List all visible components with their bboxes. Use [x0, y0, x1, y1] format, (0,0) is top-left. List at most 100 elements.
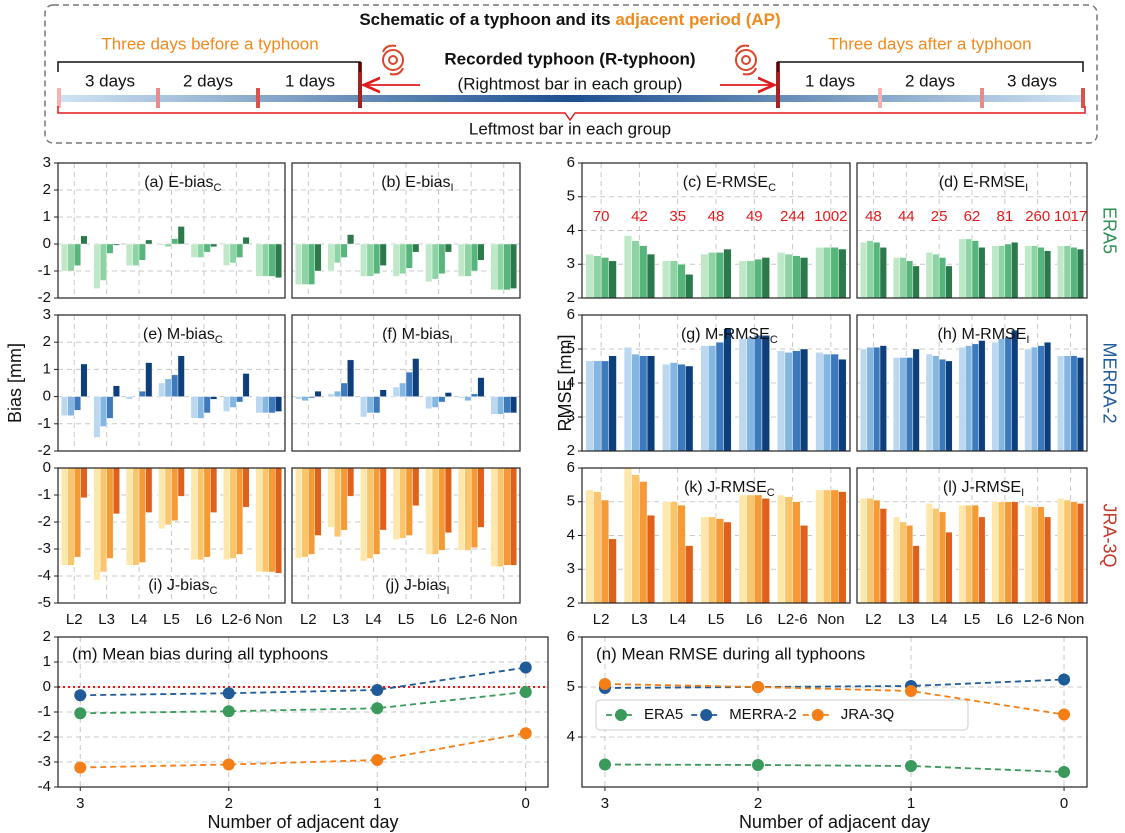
- y-tick-label: 5: [567, 493, 575, 510]
- bar: [327, 467, 335, 528]
- bar: [405, 371, 413, 397]
- bar: [444, 392, 452, 397]
- panel-title-sub: C: [215, 334, 223, 346]
- bar: [444, 243, 452, 253]
- panel-title-sub: C: [214, 182, 222, 194]
- bar: [823, 247, 832, 299]
- count-label: 244: [780, 208, 805, 225]
- bar: [425, 396, 433, 410]
- bar: [623, 347, 632, 452]
- bar: [792, 350, 801, 452]
- bar: [334, 467, 342, 538]
- panel-title-sub: C: [770, 334, 778, 346]
- y-tick-label: 3: [567, 560, 575, 577]
- bar: [164, 378, 172, 397]
- bar: [978, 516, 986, 604]
- bar: [67, 243, 75, 272]
- bar: [746, 494, 755, 604]
- bar: [223, 467, 231, 561]
- leftmost-label: Leftmost bar in each group: [469, 119, 671, 138]
- bar: [177, 467, 185, 497]
- bar: [815, 489, 824, 604]
- bar: [639, 245, 648, 299]
- point: [74, 761, 87, 774]
- x-tick-label: L2-6: [778, 611, 808, 628]
- bar: [965, 345, 973, 452]
- bar: [899, 521, 907, 604]
- timeline: [58, 95, 1085, 102]
- bar: [457, 243, 465, 277]
- day-label: 2 days: [905, 71, 955, 90]
- bar: [906, 525, 914, 604]
- x-tick-label: L2: [300, 611, 317, 628]
- bar: [879, 508, 887, 604]
- bar: [61, 396, 68, 416]
- line: [604, 763, 1065, 773]
- bar: [373, 396, 381, 414]
- panel-title-main: (j) J-bias: [385, 577, 446, 594]
- bar: [177, 226, 185, 245]
- bar: [366, 243, 374, 277]
- bar: [106, 243, 114, 254]
- bar: [669, 362, 678, 452]
- panel-title: (d) E-RMSEI: [939, 174, 1028, 194]
- bar: [746, 336, 755, 452]
- y-tick-label: 2: [43, 181, 51, 198]
- bar: [490, 396, 498, 415]
- schematic-title-main: Schematic of a typhoon and its: [359, 10, 615, 29]
- bar: [815, 352, 824, 452]
- bar: [255, 243, 263, 277]
- y-tick-label: 0: [43, 678, 51, 695]
- panel-frame: [856, 314, 1088, 452]
- bar: [912, 265, 920, 299]
- bar: [945, 265, 953, 299]
- bar: [708, 345, 717, 452]
- y-tick-label: 2: [43, 333, 51, 350]
- bar: [677, 264, 686, 299]
- bar: [510, 396, 517, 414]
- bracket: [57, 61, 361, 72]
- y-tick-label: -1: [38, 262, 51, 279]
- count-label: 1002: [814, 208, 847, 225]
- bar: [754, 335, 763, 452]
- bar: [958, 347, 966, 452]
- panel-title-sub: C: [768, 182, 776, 194]
- bar: [399, 467, 407, 539]
- bar: [405, 467, 413, 536]
- bar: [945, 360, 953, 452]
- bar: [464, 467, 472, 551]
- bar: [1030, 347, 1038, 452]
- panel-frame: [57, 162, 286, 299]
- count-label: 25: [931, 208, 948, 225]
- bar: [823, 353, 832, 452]
- panel-title-sub: I: [1026, 334, 1029, 346]
- panel-title-main: (k) J-RMSE: [684, 479, 767, 496]
- bar: [236, 243, 244, 258]
- bar: [646, 253, 655, 299]
- x-tick-label: L6: [997, 611, 1014, 628]
- bar: [438, 467, 446, 551]
- bar: [1044, 516, 1052, 604]
- bar: [866, 347, 874, 452]
- bar: [1063, 355, 1071, 452]
- bar: [308, 467, 315, 555]
- bracket: [57, 106, 1086, 122]
- y-tick-label: 5: [567, 188, 575, 205]
- bar: [125, 243, 133, 266]
- bar: [74, 396, 81, 411]
- y-tick-label: -4: [38, 567, 51, 584]
- bar: [255, 396, 263, 414]
- bar: [477, 377, 485, 397]
- bar: [327, 393, 335, 397]
- bar: [1024, 245, 1032, 299]
- bar: [838, 359, 847, 452]
- bar: [229, 467, 237, 559]
- bar: [425, 243, 433, 282]
- y-tick-label: -2: [38, 442, 51, 459]
- bar: [608, 260, 617, 299]
- panel-frame: [291, 314, 521, 452]
- bar: [1057, 355, 1065, 452]
- y-tick-label: 6: [567, 154, 575, 171]
- bar: [932, 508, 940, 604]
- bar: [723, 248, 732, 299]
